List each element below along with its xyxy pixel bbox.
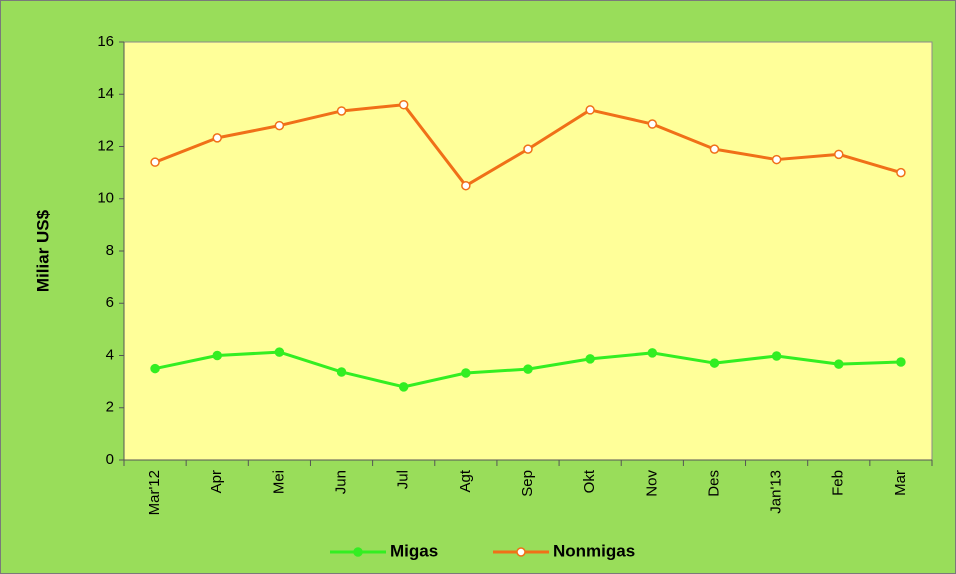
y-tick-label: 6 bbox=[106, 294, 114, 311]
data-point bbox=[274, 347, 285, 357]
data-point bbox=[896, 357, 906, 367]
x-tick-label: Feb bbox=[830, 470, 847, 496]
data-point bbox=[834, 149, 844, 160]
plot-area bbox=[123, 41, 933, 461]
y-tick-label: 8 bbox=[106, 242, 114, 259]
y-tick-label: 16 bbox=[97, 33, 114, 50]
data-point bbox=[709, 358, 720, 368]
data-point bbox=[647, 119, 658, 129]
data-point bbox=[212, 350, 222, 361]
x-tick-label: Jan'13 bbox=[768, 470, 785, 514]
x-tick-label: Mar'12 bbox=[146, 470, 163, 515]
data-point bbox=[336, 106, 347, 116]
x-tick-label: Agt bbox=[457, 469, 474, 492]
x-tick-label: Jun bbox=[333, 470, 350, 494]
x-tick-label: Jul bbox=[395, 470, 412, 489]
x-tick-label: Apr bbox=[208, 470, 225, 493]
data-point bbox=[709, 144, 720, 154]
data-point bbox=[647, 348, 658, 358]
data-point bbox=[336, 367, 347, 377]
y-tick-label: 14 bbox=[97, 85, 114, 102]
data-point bbox=[585, 354, 595, 364]
y-tick-label: 2 bbox=[106, 399, 114, 416]
x-tick-label: Nov bbox=[643, 470, 660, 497]
x-tick-label: Sep bbox=[519, 470, 536, 497]
data-point bbox=[896, 167, 906, 178]
y-axis-label: Miliar US$ bbox=[33, 209, 52, 292]
y-tick-label: 0 bbox=[106, 451, 114, 468]
data-point bbox=[771, 154, 782, 165]
data-point bbox=[150, 157, 160, 167]
data-point bbox=[212, 133, 222, 143]
data-point bbox=[523, 144, 533, 154]
legend-marker bbox=[353, 547, 363, 557]
legend-marker bbox=[516, 547, 526, 557]
data-point bbox=[398, 99, 409, 110]
data-point bbox=[523, 364, 533, 374]
y-tick-label: 10 bbox=[97, 190, 114, 207]
y-tick-label: 12 bbox=[97, 137, 114, 154]
data-point bbox=[461, 368, 471, 378]
data-point bbox=[398, 382, 409, 392]
data-point bbox=[771, 351, 782, 361]
x-tick-label: Mar bbox=[892, 470, 909, 496]
data-point bbox=[585, 105, 595, 115]
x-tick-label: Mei bbox=[270, 470, 287, 494]
data-point bbox=[274, 120, 285, 131]
legend-label: Nonmigas bbox=[553, 541, 635, 560]
y-tick-label: 4 bbox=[106, 346, 114, 363]
data-point bbox=[150, 363, 160, 374]
legend-label: Migas bbox=[390, 541, 438, 560]
x-tick-label: Okt bbox=[581, 469, 598, 493]
x-tick-label: Des bbox=[705, 470, 722, 497]
data-point bbox=[461, 180, 471, 191]
data-point bbox=[834, 359, 844, 369]
